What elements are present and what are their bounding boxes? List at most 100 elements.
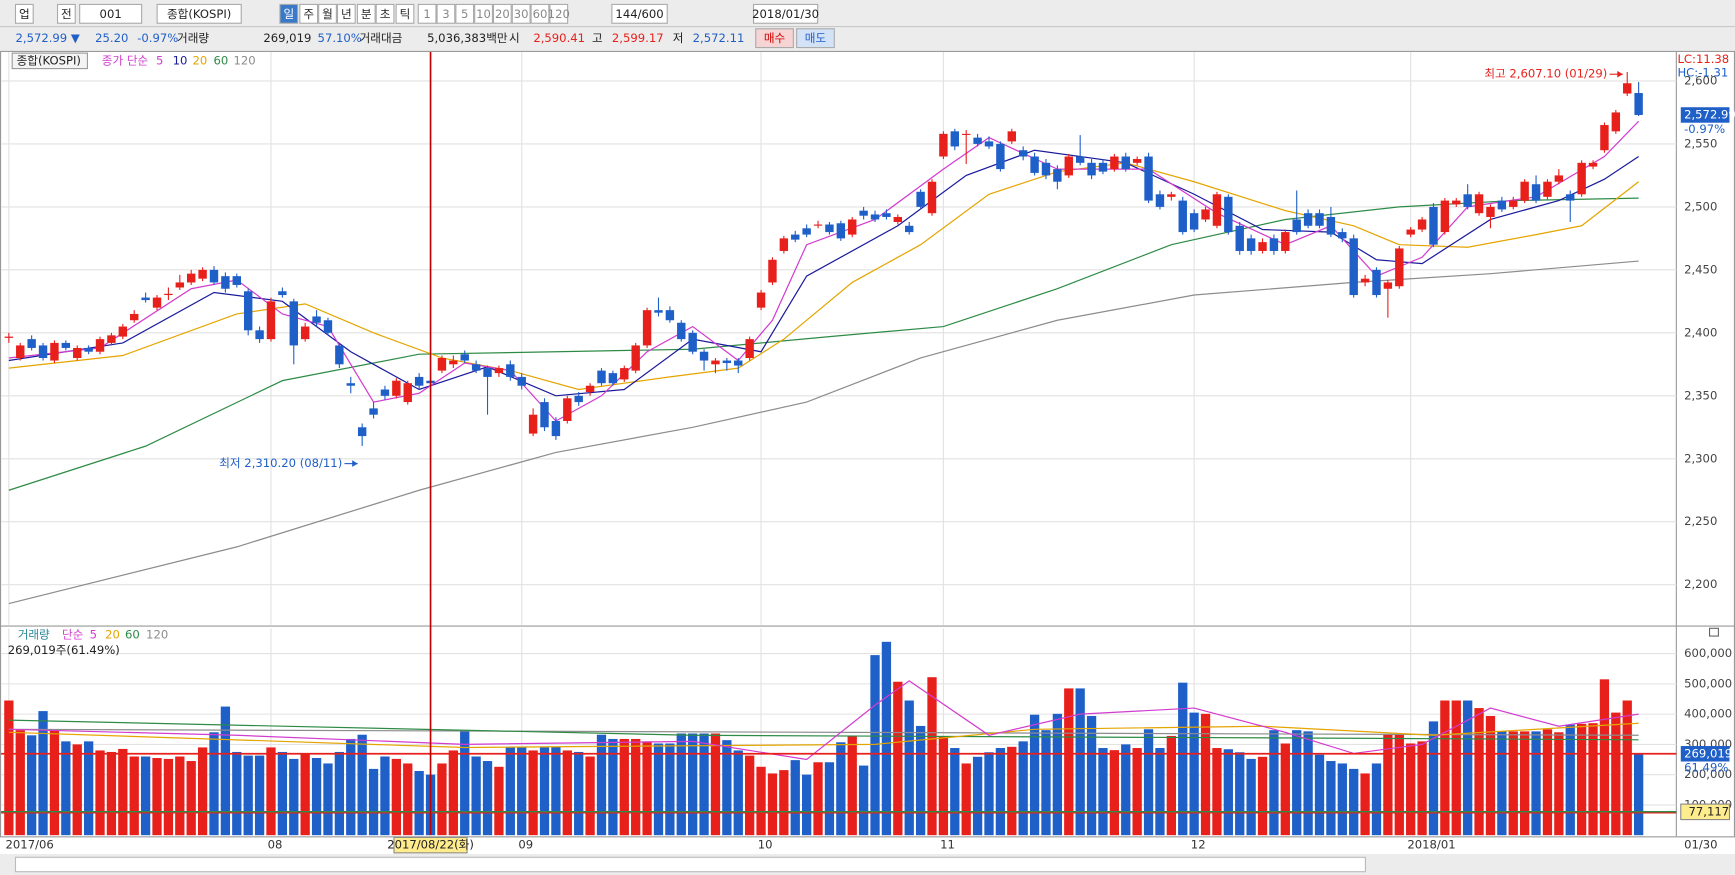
volume-bar — [140, 756, 151, 836]
toolbar-label[interactable]: 20 — [495, 7, 510, 21]
candle-body — [1224, 196, 1233, 233]
legend-entry: 5 — [156, 53, 163, 67]
volume-bar — [1326, 761, 1336, 836]
candle-body — [1212, 194, 1222, 226]
candle-body — [1395, 248, 1404, 287]
x-tick-label: 2018/01 — [1407, 838, 1455, 852]
volume-bar — [870, 655, 880, 836]
info-text: 저 — [673, 31, 684, 45]
candle-body — [563, 398, 572, 421]
toolbar-button[interactable] — [511, 3, 531, 24]
toolbar-button[interactable] — [417, 3, 437, 24]
toolbar-label[interactable]: 초 — [380, 7, 391, 21]
toolbar-button[interactable] — [530, 3, 550, 24]
volume-bar — [289, 758, 299, 836]
volume-bar — [494, 766, 504, 836]
x-tick-label: 08 — [268, 838, 283, 852]
info-text: 2,590.41 — [533, 31, 585, 45]
candle-body — [1053, 169, 1062, 182]
candle-body — [1155, 194, 1165, 207]
toolbar-label[interactable]: 30 — [514, 7, 529, 21]
toolbar-label[interactable]: 3 — [442, 7, 449, 21]
toolbar-label[interactable]: 업 — [19, 7, 30, 21]
toolbar-button[interactable] — [455, 3, 475, 24]
toolbar-button[interactable] — [356, 3, 376, 24]
volume-bar — [813, 762, 823, 836]
toolbar-button[interactable] — [474, 3, 493, 24]
toolbar-label[interactable]: 전 — [61, 7, 72, 21]
toolbar-button[interactable] — [436, 3, 456, 24]
candle-body — [813, 224, 823, 226]
volume-bar — [574, 751, 584, 836]
volume-bar — [129, 756, 139, 836]
candle-body — [1007, 131, 1016, 142]
buy-label[interactable]: 매수 — [764, 31, 786, 45]
toolbar-label[interactable]: 틱 — [400, 7, 411, 21]
toolbar-button[interactable] — [299, 3, 319, 24]
toolbar-button[interactable] — [156, 3, 242, 24]
candle-body — [437, 358, 447, 371]
volume-bar — [733, 750, 743, 836]
toolbar-label[interactable]: 2018/01/30 — [752, 7, 819, 21]
candle-body — [357, 427, 367, 437]
sell-label[interactable]: 매도 — [805, 31, 827, 45]
volume-bar — [562, 750, 572, 836]
toolbar-button[interactable] — [395, 3, 415, 24]
info-text: 57.10% — [318, 31, 362, 45]
buy-button[interactable] — [755, 28, 794, 49]
annotation-label: 최저 2,310.20 (08/11) — [219, 456, 342, 470]
toolbar-label[interactable]: 60 — [533, 7, 548, 21]
volume-bar — [118, 748, 128, 836]
toolbar-button[interactable] — [14, 3, 34, 24]
toolbar-label[interactable]: 주 — [303, 7, 314, 21]
toolbar-button[interactable] — [279, 3, 299, 24]
candle-body — [1121, 156, 1130, 170]
toolbar-label[interactable]: 종합(KOSPI) — [167, 7, 231, 21]
toolbar-label[interactable]: 10 — [476, 7, 491, 21]
candle-body — [449, 360, 458, 365]
toolbar-button[interactable] — [56, 3, 76, 24]
volume-bar — [220, 706, 231, 836]
toolbar-button[interactable] — [318, 3, 337, 24]
toolbar-label[interactable]: 144/600 — [615, 7, 663, 21]
volume-bar — [1132, 748, 1142, 836]
volume-bar — [699, 733, 709, 836]
sell-button[interactable] — [796, 28, 835, 49]
toolbar-label[interactable]: 5 — [461, 7, 468, 21]
ma-line — [8, 162, 1639, 391]
scroll-track[interactable] — [14, 856, 1366, 873]
candle-body — [380, 389, 390, 396]
volume-bar — [152, 758, 162, 836]
toolbar-button[interactable] — [336, 3, 356, 24]
candle-body — [300, 326, 310, 340]
volume-bar — [528, 750, 538, 836]
toolbar-button[interactable] — [492, 3, 512, 24]
toolbar-label[interactable]: 120 — [548, 7, 570, 21]
toolbar-label[interactable]: 001 — [100, 7, 122, 21]
toolbar-button[interactable] — [79, 3, 143, 24]
toolbar-button[interactable] — [611, 3, 668, 24]
ma-line — [8, 728, 1639, 736]
toolbar-button[interactable] — [375, 3, 395, 24]
volume-bar — [596, 734, 607, 836]
volume-bar — [380, 756, 390, 836]
toolbar-label[interactable]: 일 — [283, 7, 294, 21]
volume-bar — [1588, 723, 1598, 836]
legend-entry: 20 — [105, 627, 120, 641]
candle-body — [848, 219, 857, 235]
toolbar-label[interactable]: 년 — [341, 7, 352, 21]
toolbar-label[interactable]: 월 — [322, 7, 333, 21]
candle-body — [734, 360, 743, 366]
chart-frame — [0, 50, 1735, 838]
volume-bar — [858, 765, 869, 836]
y-tick-label: 200,000 — [1684, 767, 1732, 781]
toolbar-button[interactable] — [549, 3, 569, 24]
toolbar-label[interactable]: 분 — [361, 7, 372, 21]
candle-body — [1030, 156, 1039, 173]
toolbar-button[interactable] — [752, 3, 819, 24]
pane-button[interactable] — [1708, 627, 1719, 637]
volume-bar — [517, 746, 527, 836]
toolbar-label[interactable]: 1 — [423, 7, 430, 21]
